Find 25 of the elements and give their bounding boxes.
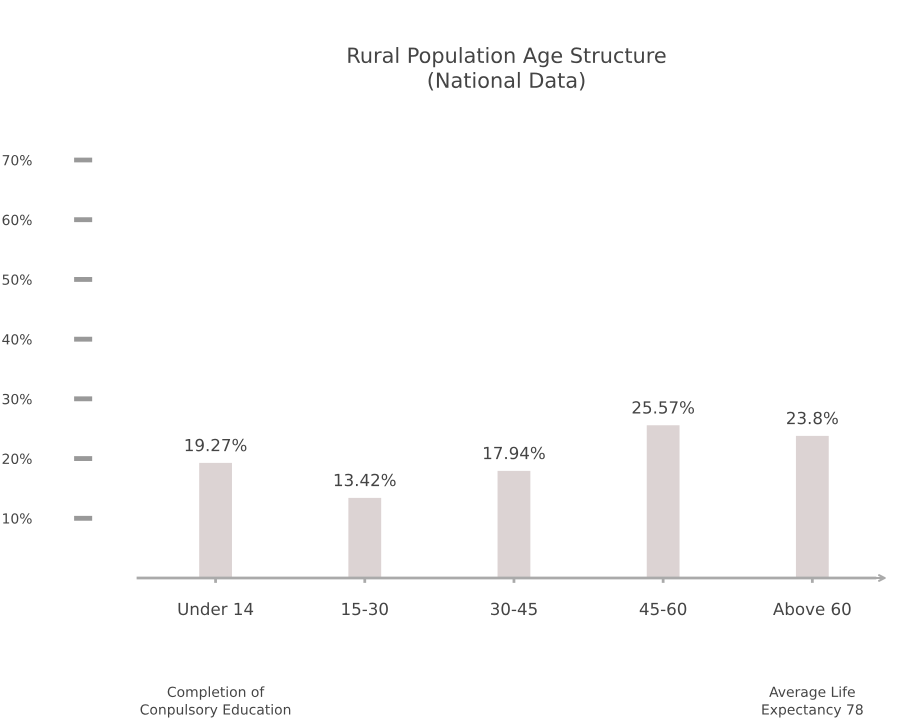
- data-label: 17.94%: [484, 446, 545, 460]
- y-tick-label: 60%: [2, 214, 32, 226]
- text: Completion of Conpulsory Education: [140, 686, 290, 718]
- y-tick-label: 30%: [2, 394, 32, 404]
- y-tick-label: 20%: [2, 454, 32, 464]
- y-tick-label: 70%: [2, 154, 32, 166]
- x-tick-label: 45-60: [640, 602, 686, 616]
- y-tick-label: 10%: [3, 513, 32, 524]
- bar: [646, 425, 680, 578]
- y-tick-label: 50%: [2, 274, 32, 285]
- x-tick-label: Above 60: [773, 602, 851, 616]
- text: Average Life Expectancy 78: [762, 686, 863, 718]
- data-label: 19.27%: [186, 438, 246, 452]
- x-tick-label: 30-45: [491, 602, 537, 616]
- bar: [796, 436, 829, 578]
- data-label: 25.57%: [632, 401, 694, 414]
- x-tick-label: 15-30: [342, 602, 388, 616]
- bar: [498, 470, 530, 578]
- data-label: 23.8%: [787, 412, 838, 424]
- data-label: 13.42%: [334, 474, 396, 486]
- x-tick-label: Under 14: [178, 602, 254, 616]
- bar: [199, 462, 232, 578]
- y-tick-label: 40%: [2, 334, 32, 345]
- bar: [348, 498, 382, 578]
- chart-title: Rural Population Age Structure (National Data): [348, 47, 666, 91]
